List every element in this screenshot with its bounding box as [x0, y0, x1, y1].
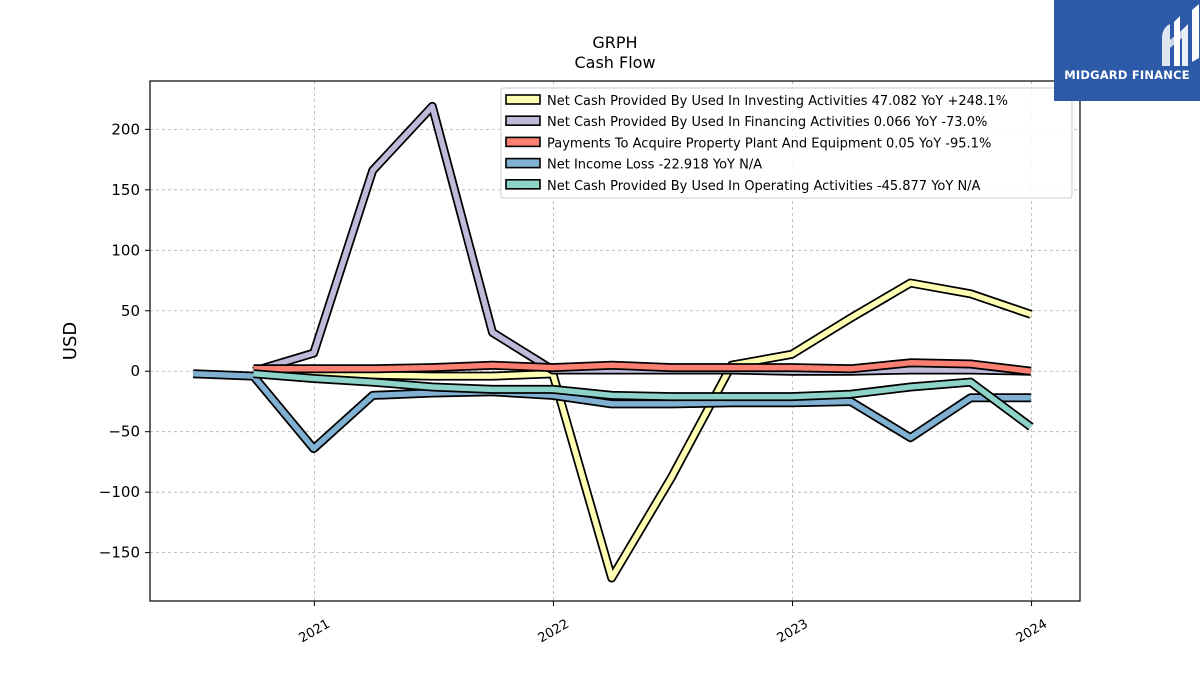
series-line: [253, 370, 1033, 430]
y-tick-label: −50: [108, 423, 140, 441]
y-tick-label: 150: [111, 181, 140, 199]
legend-label: Net Cash Provided By Used In Investing A…: [547, 94, 1008, 109]
x-tick-label: 2021: [297, 617, 333, 647]
chart-subtitle: Cash Flow: [574, 53, 655, 72]
brand-logo: MIDGARD FINANCE: [1054, 0, 1200, 101]
legend-swatch: [505, 115, 541, 126]
y-tick-label: −150: [99, 544, 140, 562]
legend-swatch: [505, 179, 541, 190]
legend-label: Net Cash Provided By Used In Financing A…: [547, 115, 987, 130]
series-5: [253, 369, 1034, 431]
series-3: [253, 358, 1032, 376]
legend-label: Net Income Loss -22.918 YoY N/A: [547, 158, 762, 173]
legend-swatch: [505, 136, 541, 148]
legend-label: Net Cash Provided By Used In Operating A…: [547, 179, 981, 194]
chart-title: GRPH: [592, 33, 637, 52]
y-tick-label: 100: [111, 241, 140, 259]
plot-frame: [149, 80, 1081, 602]
x-tick-label: 2022: [536, 617, 572, 647]
y-tick-label: −100: [99, 483, 140, 501]
y-tick-label: 50: [121, 302, 140, 320]
series-line: [253, 360, 1032, 374]
midgard-m-logo-icon: [1162, 4, 1199, 66]
series-4: [193, 369, 1031, 454]
x-tick-label: 2024: [1014, 617, 1050, 647]
legend: Net Cash Provided By Used In Investing A…: [500, 87, 1073, 199]
legend-label: Payments To Acquire Property Plant And E…: [547, 136, 991, 151]
series-line: [253, 280, 1032, 581]
series-lines: [193, 101, 1034, 583]
x-tick-label: 2023: [775, 617, 811, 647]
legend-swatch: [505, 94, 541, 105]
y-tick-label: 200: [111, 120, 140, 138]
y-tick-label: 0: [130, 362, 140, 380]
series-line: [193, 370, 1031, 452]
legend-box: [500, 87, 1073, 199]
y-axis-label: USD: [60, 322, 81, 360]
series-1: [253, 278, 1033, 583]
brand-name: MIDGARD FINANCE: [1064, 68, 1190, 82]
legend-swatch: [505, 157, 541, 169]
